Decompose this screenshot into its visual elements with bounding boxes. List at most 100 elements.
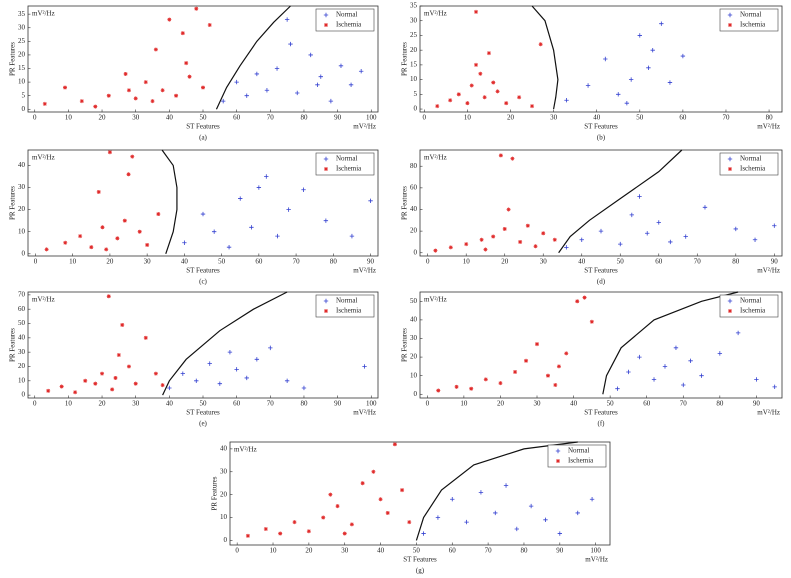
data-point <box>288 41 293 47</box>
y-tick-label: 40 <box>410 205 418 213</box>
x-tick-label: 10 <box>460 400 468 408</box>
x-tick-label: 70 <box>267 114 275 122</box>
data-point <box>153 47 158 52</box>
y-tick-label: 15 <box>410 60 418 68</box>
x-tick-label: 60 <box>655 258 663 266</box>
data-point <box>528 503 534 509</box>
legend-label: Normal <box>336 155 357 163</box>
data-point <box>637 194 642 199</box>
data-point <box>668 239 673 245</box>
data-point <box>306 529 311 534</box>
data-point <box>244 375 249 381</box>
data-point <box>93 381 98 386</box>
x-tick-label: 90 <box>771 258 779 266</box>
data-point <box>535 342 540 347</box>
data-point <box>104 247 109 252</box>
data-point <box>407 520 412 525</box>
data-point <box>626 369 631 375</box>
y-tick-label: 50 <box>410 297 418 305</box>
data-point <box>479 237 484 242</box>
x-tick-label: 80 <box>766 114 774 122</box>
data-point <box>328 492 333 497</box>
legend: Normal Ischemia <box>315 152 375 176</box>
subplot-caption: (f) <box>598 420 606 428</box>
data-point <box>421 531 426 536</box>
y-tick-label: 0 <box>22 105 26 113</box>
legend-marker <box>727 298 733 304</box>
data-point <box>717 351 723 356</box>
data-point <box>126 88 131 93</box>
legend-marker <box>556 459 560 463</box>
data-point <box>167 17 172 22</box>
decision-boundary <box>162 291 288 396</box>
data-point <box>518 239 523 244</box>
y-tick-label: 35 <box>18 10 26 18</box>
x-tick-label: 80 <box>330 258 338 266</box>
data-point <box>234 367 239 372</box>
legend-box <box>547 444 607 468</box>
plot-frame <box>229 441 611 546</box>
data-point <box>278 531 283 536</box>
data-point <box>153 371 158 376</box>
legend-marker <box>727 12 733 18</box>
x-tick-label: 100 <box>590 547 601 555</box>
x-tick-label: 20 <box>501 258 509 266</box>
data-point <box>184 61 189 66</box>
data-point <box>513 369 518 374</box>
y-tick-label: 80 <box>410 162 418 170</box>
y-tick-label: 20 <box>18 362 26 370</box>
x-tick-label: 50 <box>218 258 226 266</box>
data-point <box>735 330 741 336</box>
data-point <box>150 99 155 104</box>
x-tick-label: 60 <box>449 547 457 555</box>
y-tick-label: 30 <box>18 183 26 191</box>
data-point <box>292 520 297 525</box>
legend-marker <box>323 298 329 304</box>
data-point <box>506 207 511 212</box>
data-point <box>478 490 484 495</box>
data-point <box>348 82 354 88</box>
data-point <box>286 207 291 212</box>
data-point <box>615 386 620 391</box>
data-point <box>120 322 125 327</box>
x-axis-label: ST Features <box>403 556 437 564</box>
data-point <box>598 228 604 234</box>
x-tick-label: 0 <box>426 258 430 266</box>
data-point <box>585 83 591 88</box>
data-point <box>46 388 51 393</box>
data-point <box>637 354 642 360</box>
x-tick-label: 60 <box>643 400 651 408</box>
legend-label: Ischemia <box>336 21 362 29</box>
data-point <box>400 488 405 493</box>
y-tick-label: 10 <box>18 227 26 235</box>
data-point <box>650 47 655 53</box>
x-tick-label: 90 <box>556 547 564 555</box>
data-point <box>217 381 223 386</box>
data-point <box>106 294 111 299</box>
legend-marker <box>324 309 328 313</box>
data-point <box>338 63 344 68</box>
decision-boundary <box>558 149 683 254</box>
data-point <box>268 345 273 351</box>
data-point <box>308 52 313 58</box>
data-point <box>483 247 488 252</box>
legend-label: Normal <box>740 155 761 163</box>
plot-frame <box>27 149 379 257</box>
data-point <box>525 223 530 228</box>
legend: Normal Ischemia <box>719 8 779 32</box>
data-point <box>662 364 668 369</box>
data-point <box>552 237 557 242</box>
data-point <box>524 358 529 363</box>
x-unit: mV²/Hz <box>757 123 780 131</box>
data-point <box>200 211 206 217</box>
y-tick-label: 30 <box>410 16 418 24</box>
data-point <box>126 364 131 369</box>
data-point <box>575 299 580 304</box>
x-tick-label: 70 <box>722 114 730 122</box>
decision-boundary <box>215 5 291 110</box>
legend-label: Normal <box>740 297 761 305</box>
x-tick-label: 40 <box>570 400 578 408</box>
data-point <box>194 378 199 384</box>
subplot-caption: (a) <box>199 134 207 142</box>
